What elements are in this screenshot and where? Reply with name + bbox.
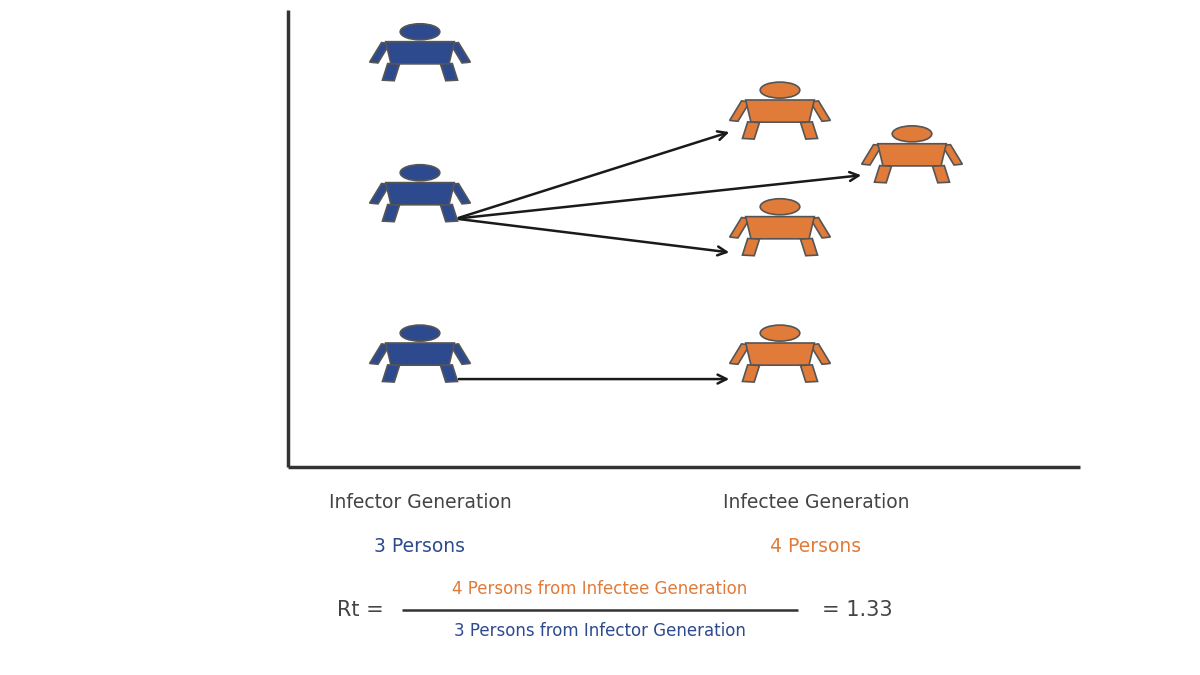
Polygon shape <box>745 343 815 365</box>
Polygon shape <box>385 343 455 365</box>
Polygon shape <box>730 344 750 364</box>
Polygon shape <box>370 344 390 364</box>
Circle shape <box>761 82 799 98</box>
Polygon shape <box>385 42 455 64</box>
Polygon shape <box>385 183 455 205</box>
Circle shape <box>761 198 799 215</box>
Polygon shape <box>810 217 830 238</box>
Text: 3 Persons from Infector Generation: 3 Persons from Infector Generation <box>454 622 746 641</box>
Polygon shape <box>730 101 750 122</box>
Polygon shape <box>440 365 457 382</box>
Polygon shape <box>875 165 892 183</box>
Polygon shape <box>370 184 390 204</box>
Polygon shape <box>743 122 760 139</box>
Polygon shape <box>800 238 817 256</box>
Polygon shape <box>450 184 470 204</box>
Text: Infectee Generation: Infectee Generation <box>722 493 910 512</box>
Polygon shape <box>743 365 760 382</box>
Polygon shape <box>383 63 400 81</box>
Polygon shape <box>743 238 760 256</box>
Polygon shape <box>745 217 815 239</box>
Circle shape <box>401 24 440 40</box>
Polygon shape <box>932 165 949 183</box>
Polygon shape <box>877 144 947 166</box>
Circle shape <box>761 325 799 341</box>
Polygon shape <box>800 365 817 382</box>
Polygon shape <box>745 100 815 122</box>
Circle shape <box>892 126 931 142</box>
Text: 4 Persons from Infectee Generation: 4 Persons from Infectee Generation <box>452 580 748 598</box>
Polygon shape <box>810 101 830 122</box>
Polygon shape <box>730 217 750 238</box>
Polygon shape <box>450 43 470 63</box>
Polygon shape <box>440 63 457 81</box>
Polygon shape <box>370 43 390 63</box>
Polygon shape <box>942 144 962 165</box>
Text: 3 Persons: 3 Persons <box>374 537 466 556</box>
Text: Rt =: Rt = <box>337 600 384 620</box>
Polygon shape <box>383 365 400 382</box>
Text: = 1.33: = 1.33 <box>822 600 893 620</box>
Polygon shape <box>383 205 400 221</box>
Text: 4 Persons: 4 Persons <box>770 537 862 556</box>
Polygon shape <box>440 205 457 221</box>
Polygon shape <box>450 344 470 364</box>
Text: Infector Generation: Infector Generation <box>329 493 511 512</box>
Polygon shape <box>810 344 830 364</box>
Circle shape <box>401 165 440 181</box>
Circle shape <box>401 325 440 341</box>
Polygon shape <box>800 122 817 139</box>
Polygon shape <box>862 144 882 165</box>
